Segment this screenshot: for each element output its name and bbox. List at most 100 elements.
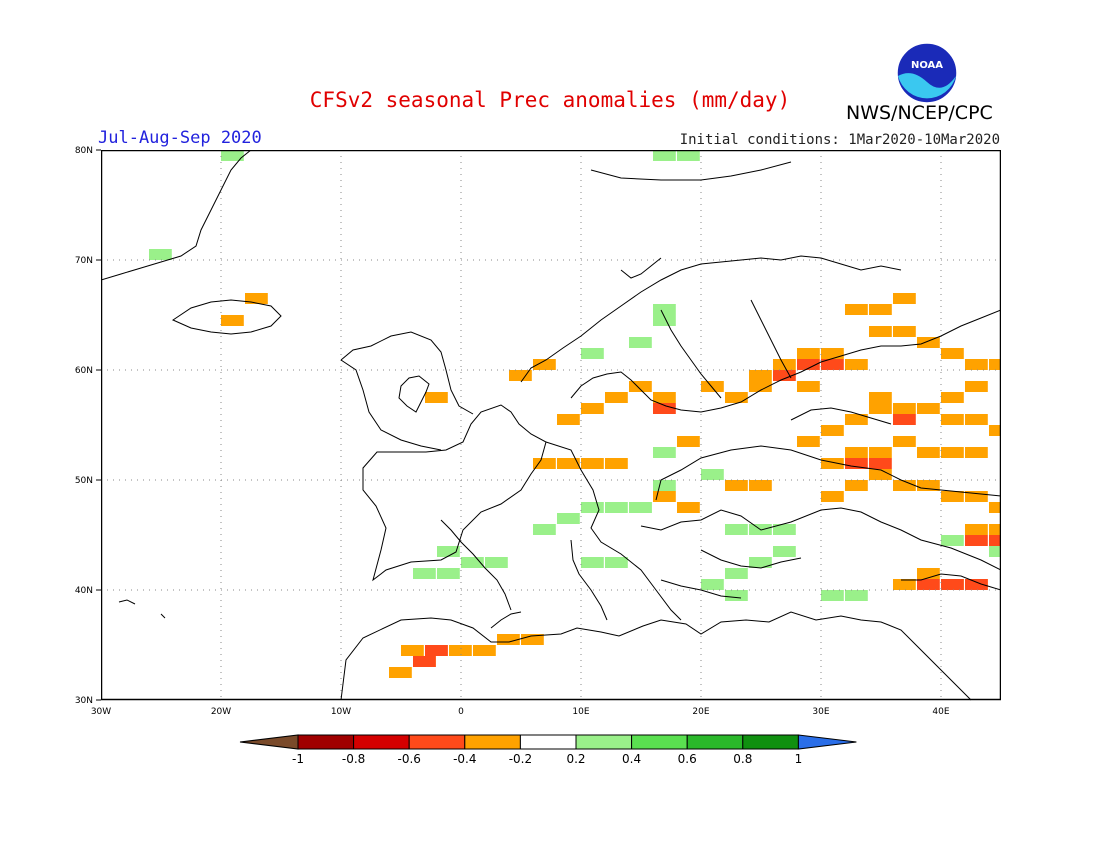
anomaly-cell-orange: [701, 381, 724, 392]
anomaly-cell-orange: [581, 403, 604, 414]
colorbar-label: 0.2: [566, 752, 585, 766]
anomaly-cell-green: [653, 304, 676, 315]
anomaly-cell-orange: [533, 359, 556, 370]
initial-conditions-label: Initial conditions: 1Mar2020-10Mar2020: [679, 132, 1000, 148]
anomaly-cell-orange: [845, 359, 868, 370]
colorbar-label: 1: [795, 752, 803, 766]
anomaly-cell-green: [989, 546, 1001, 557]
anomaly-cell-red: [653, 403, 676, 414]
anomaly-cell-red: [821, 359, 844, 370]
lat-label: 30N: [75, 696, 93, 706]
anomaly-cell-orange: [893, 403, 916, 414]
colorbar-swatch: [408, 734, 466, 750]
season-label: Jul-Aug-Sep 2020: [98, 128, 262, 148]
map-frame: [101, 150, 1001, 701]
colorbar-swatch: [519, 734, 577, 750]
lat-label: 60N: [75, 366, 93, 376]
colorbar-swatch: [464, 734, 521, 750]
anomaly-cell-orange: [845, 480, 868, 491]
anomaly-cell-orange: [797, 381, 820, 392]
lon-label: 30E: [812, 707, 829, 717]
anomaly-cell-green: [653, 315, 676, 326]
anomaly-cell-orange: [917, 447, 940, 458]
anomaly-cell-green: [581, 502, 604, 513]
lon-label: 30W: [91, 707, 111, 717]
anomaly-cell-orange: [869, 447, 892, 458]
anomaly-cell-orange: [893, 436, 916, 447]
anomaly-cell-orange: [965, 414, 988, 425]
lat-label: 50N: [75, 476, 93, 486]
noaa-logo-icon: NOAA: [896, 42, 958, 104]
anomaly-cell-orange: [533, 458, 556, 469]
anomaly-cell-red: [869, 458, 892, 469]
anomaly-cell-red: [965, 579, 988, 590]
anomaly-cell-green: [413, 568, 436, 579]
anomaly-cell-orange: [725, 480, 748, 491]
anomaly-cell-green: [653, 480, 676, 491]
anomaly-cell-orange: [893, 326, 916, 337]
anomaly-cell-green: [629, 337, 652, 348]
anomaly-cell-orange: [221, 315, 244, 326]
anomaly-cell-orange: [917, 480, 940, 491]
anomaly-cell-green: [677, 150, 700, 161]
anomaly-cell-orange: [509, 370, 532, 381]
anomaly-cell-orange: [869, 304, 892, 315]
lon-label: 20E: [692, 707, 709, 717]
lat-label: 40N: [75, 586, 93, 596]
anomaly-cell-green: [221, 150, 244, 161]
anomaly-cell-orange: [389, 667, 412, 678]
anomaly-cell-orange: [797, 348, 820, 359]
anomaly-cell-orange: [653, 392, 676, 403]
anomaly-cell-orange: [989, 502, 1001, 513]
anomaly-cell-orange: [917, 568, 940, 579]
anomaly-cell-orange: [941, 348, 964, 359]
anomaly-cell-orange: [893, 480, 916, 491]
anomaly-cell-orange: [521, 634, 544, 645]
lon-label: 10E: [572, 707, 589, 717]
anomaly-cell-orange: [581, 458, 604, 469]
anomaly-cell-orange: [965, 524, 988, 535]
colorbar-label: -1: [292, 752, 304, 766]
anomaly-cell-green: [725, 524, 748, 535]
anomaly-cell-orange: [797, 436, 820, 447]
colorbar-label: 0.8: [733, 752, 752, 766]
anomaly-cell-green: [653, 150, 676, 161]
anomaly-cell-green: [701, 579, 724, 590]
anomaly-cell-green: [653, 447, 676, 458]
colorbar-label: -0.8: [342, 752, 365, 766]
colorbar-label: -0.4: [453, 752, 476, 766]
anomaly-cell-green: [773, 546, 796, 557]
chart-title: CFSv2 seasonal Prec anomalies (mm/day): [309, 88, 791, 112]
anomaly-cell-red: [845, 458, 868, 469]
anomaly-cell-red: [989, 535, 1001, 546]
latitude-tick-labels: 80N 70N 60N 50N 40N 30N: [75, 146, 101, 706]
anomaly-cell-orange: [245, 293, 268, 304]
noaa-logo-text: NOAA: [911, 60, 943, 71]
anomaly-cell-orange: [989, 425, 1001, 436]
colorbar-label: 0.4: [622, 752, 641, 766]
anomaly-cell-orange: [941, 414, 964, 425]
lon-label: 40E: [932, 707, 949, 717]
anomaly-cell-green: [149, 249, 172, 260]
anomaly-cell-orange: [821, 425, 844, 436]
anomaly-cell-orange: [473, 645, 496, 656]
anomaly-cell-orange: [449, 645, 472, 656]
anomaly-cell-orange: [917, 403, 940, 414]
colorbar-arrow-low: [239, 734, 299, 750]
anomaly-cell-green: [845, 590, 868, 601]
anomaly-cell-orange: [605, 392, 628, 403]
colorbar-swatch: [631, 734, 688, 750]
anomaly-cell-green: [773, 524, 796, 535]
anomaly-cell-orange: [821, 491, 844, 502]
anomaly-cell-orange: [749, 381, 772, 392]
colorbar-swatch: [686, 734, 744, 750]
anomaly-cell-red: [413, 656, 436, 667]
anomaly-cell-orange: [725, 392, 748, 403]
lon-label: 0: [458, 707, 464, 717]
anomaly-cell-orange: [653, 491, 676, 502]
anomaly-cell-red: [941, 579, 964, 590]
anomaly-cell-orange: [605, 458, 628, 469]
longitude-tick-labels: 30W 20W 10W 0 10E 20E 30E 40E: [91, 707, 950, 717]
anomaly-cell-green: [725, 568, 748, 579]
anomaly-cell-green: [485, 557, 508, 568]
